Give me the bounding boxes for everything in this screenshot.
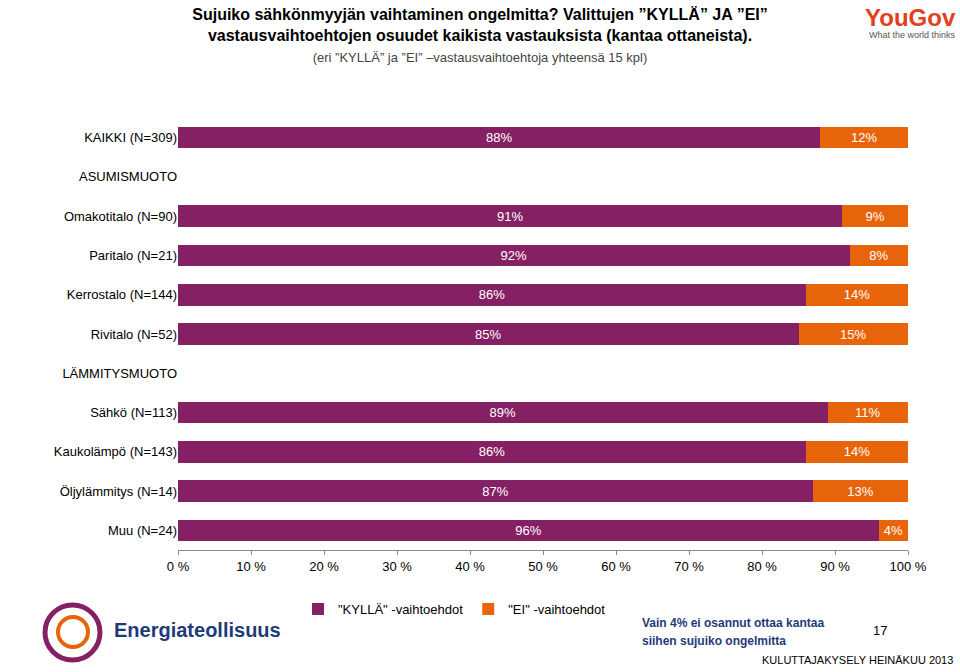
svg-text:70 %: 70 % (674, 559, 704, 574)
svg-text:Energiateollisuus: Energiateollisuus (114, 619, 281, 641)
svg-text:Kerrostalo (N=144): Kerrostalo (N=144) (67, 287, 177, 302)
svg-text:Rivitalo (N=52): Rivitalo (N=52) (91, 327, 177, 342)
svg-text:50 %: 50 % (528, 559, 558, 574)
svg-text:11%: 11% (855, 405, 880, 420)
svg-text:Muu (N=24): Muu (N=24) (108, 523, 177, 538)
svg-text:14%: 14% (844, 444, 870, 459)
svg-text:YouGov: YouGov (865, 4, 956, 31)
svg-text:13%: 13% (847, 484, 873, 499)
svg-text:Paritalo (N=21): Paritalo (N=21) (89, 248, 177, 263)
svg-text:KAIKKI (N=309): KAIKKI (N=309) (84, 130, 177, 145)
svg-text:14%: 14% (844, 287, 870, 302)
svg-text:4%: 4% (884, 523, 903, 538)
svg-text:40 %: 40 % (455, 559, 485, 574)
svg-text:89%: 89% (490, 405, 516, 420)
svg-text:88%: 88% (486, 130, 512, 145)
svg-text:86%: 86% (479, 287, 505, 302)
svg-text:KULUTTAJAKYSELY HEINÄKUU 2013: KULUTTAJAKYSELY HEINÄKUU 2013 (762, 654, 953, 666)
svg-text:0 %: 0 % (167, 559, 190, 574)
svg-text:91%: 91% (497, 209, 523, 224)
svg-text:12%: 12% (851, 130, 877, 145)
svg-text:9%: 9% (866, 209, 885, 224)
svg-text:"EI" -vaihtoehdot: "EI" -vaihtoehdot (508, 602, 605, 617)
svg-text:siihen sujuiko ongelmitta: siihen sujuiko ongelmitta (642, 634, 786, 648)
svg-text:Kaukolämpö (N=143): Kaukolämpö (N=143) (54, 444, 177, 459)
svg-text:Öljylämmitys (N=14): Öljylämmitys (N=14) (60, 484, 177, 499)
svg-text:20 %: 20 % (309, 559, 339, 574)
svg-text:Vain 4% ei osannut ottaa kanta: Vain 4% ei osannut ottaa kantaa (642, 616, 824, 630)
svg-text:8%: 8% (869, 248, 888, 263)
svg-text:60 %: 60 % (601, 559, 631, 574)
svg-text:15%: 15% (840, 327, 866, 342)
svg-text:What the world thinks: What the world thinks (869, 30, 956, 40)
svg-text:10 %: 10 % (236, 559, 266, 574)
svg-text:Sähkö (N=113): Sähkö (N=113) (90, 405, 177, 420)
svg-text:LÄMMITYSMUOTO: LÄMMITYSMUOTO (62, 366, 177, 381)
svg-text:Sujuiko sähkönmyyjän vaihtamin: Sujuiko sähkönmyyjän vaihtaminen ongelmi… (192, 6, 768, 65)
svg-text:Omakotitalo (N=90): Omakotitalo (N=90) (64, 209, 177, 224)
svg-text:96%: 96% (515, 523, 541, 538)
svg-text:80 %: 80 % (747, 559, 777, 574)
svg-text:ASUMISMUOTO: ASUMISMUOTO (79, 169, 177, 184)
svg-text:92%: 92% (501, 248, 527, 263)
svg-text:"KYLLÄ" -vaihtoehdot: "KYLLÄ" -vaihtoehdot (338, 602, 463, 617)
svg-text:100 %: 100 % (890, 559, 927, 574)
svg-text:86%: 86% (479, 444, 505, 459)
svg-text:17: 17 (873, 623, 887, 638)
svg-text:30 %: 30 % (382, 559, 412, 574)
svg-text:85%: 85% (475, 327, 501, 342)
svg-text:90 %: 90 % (820, 559, 850, 574)
svg-text:87%: 87% (482, 484, 508, 499)
